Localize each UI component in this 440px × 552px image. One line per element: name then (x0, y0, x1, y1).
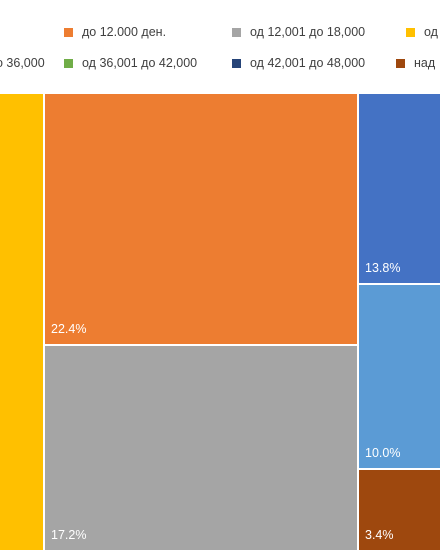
tile-label-dark-blue: 13.8% (365, 261, 401, 275)
legend-label: до 12.000 ден. (82, 25, 167, 39)
legend-label: од 12,001 до 18,000 (250, 25, 366, 39)
legend-swatch (64, 27, 73, 37)
legend-label: о 36,000 (0, 56, 45, 70)
tile-yellow (0, 92, 45, 552)
legend-swatch (406, 27, 415, 37)
legend-item-to-36000: о 36,000 (0, 53, 45, 73)
tile-light-blue: 10.0% (357, 283, 440, 470)
legend-label: од 42,001 до 48,000 (250, 56, 366, 70)
legend-label: од 1 (424, 25, 440, 39)
legend-item-12001-18000: од 12,001 до 18,000 (232, 22, 365, 42)
legend-swatch (64, 58, 73, 68)
tile-label-over: 3.4% (365, 528, 394, 542)
legend-swatch (232, 58, 241, 68)
tile-over: 3.4% (357, 468, 440, 552)
tile-label-up-to-12000: 22.4% (51, 322, 87, 336)
legend-item-42001-48000: од 42,001 до 48,000 (232, 53, 365, 73)
legend-swatch (232, 27, 241, 37)
legend-label: над (414, 56, 436, 70)
tile-up-to-12000: 22.4% (43, 92, 359, 346)
legend-item-od-1: од 1 (406, 22, 440, 42)
legend-item-up-to-12000: до 12.000 ден. (64, 22, 166, 42)
legend-item-over: над (396, 53, 435, 73)
tile-12001-18000: 17.2% (43, 344, 359, 552)
chart-legend: до 12.000 ден. од 12,001 до 18,000 од 1 … (0, 0, 440, 90)
tile-label-light-blue: 10.0% (365, 446, 401, 460)
tile-label-12001-18000: 17.2% (51, 528, 87, 542)
legend-label: од 36,001 до 42,000 (82, 56, 198, 70)
legend-item-36001-42000: од 36,001 до 42,000 (64, 53, 197, 73)
legend-swatch (396, 58, 405, 68)
tile-dark-blue: 13.8% (357, 92, 440, 285)
